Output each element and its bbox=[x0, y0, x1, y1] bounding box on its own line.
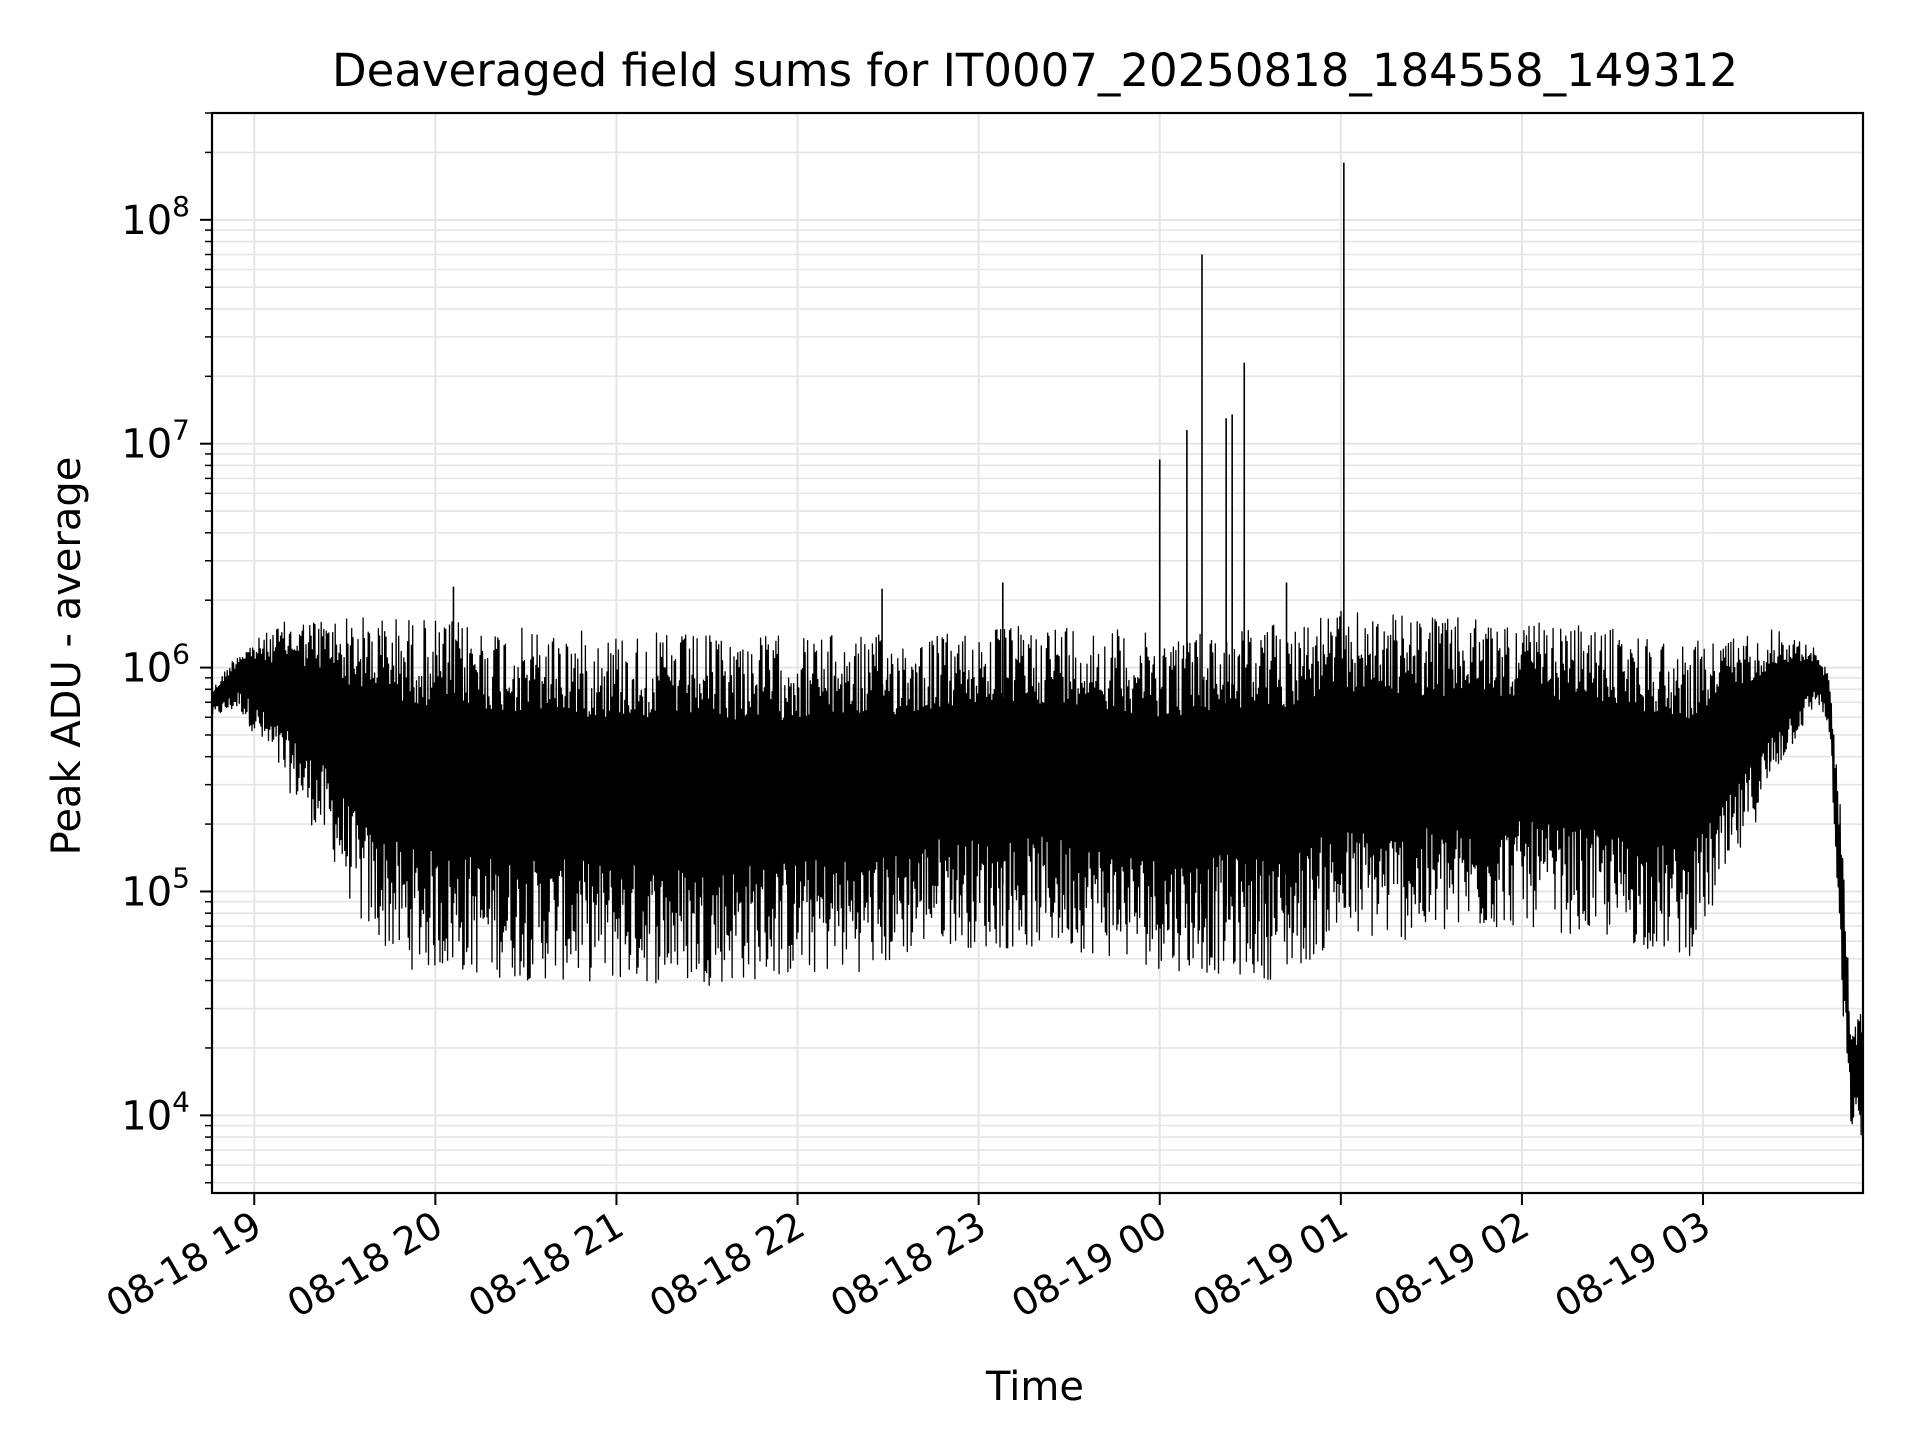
y-tick-label: 104 bbox=[121, 1085, 190, 1139]
series-group bbox=[211, 162, 1864, 1136]
y-tick-label: 108 bbox=[121, 190, 190, 244]
y-tick-label: 105 bbox=[121, 861, 190, 915]
chart-title: Deaveraged field sums for IT0007_2025081… bbox=[332, 44, 1738, 97]
y-axis-label: Peak ADU - average bbox=[44, 457, 90, 856]
y-axis: 104 105 106 107 108 bbox=[121, 112, 212, 1184]
y-tick-label: 106 bbox=[121, 638, 190, 692]
y-tick-label: 107 bbox=[121, 414, 190, 468]
x-axis-label: Time bbox=[985, 1364, 1084, 1410]
series-line bbox=[211, 610, 1864, 1136]
plot-area-frame bbox=[210, 111, 1865, 1195]
